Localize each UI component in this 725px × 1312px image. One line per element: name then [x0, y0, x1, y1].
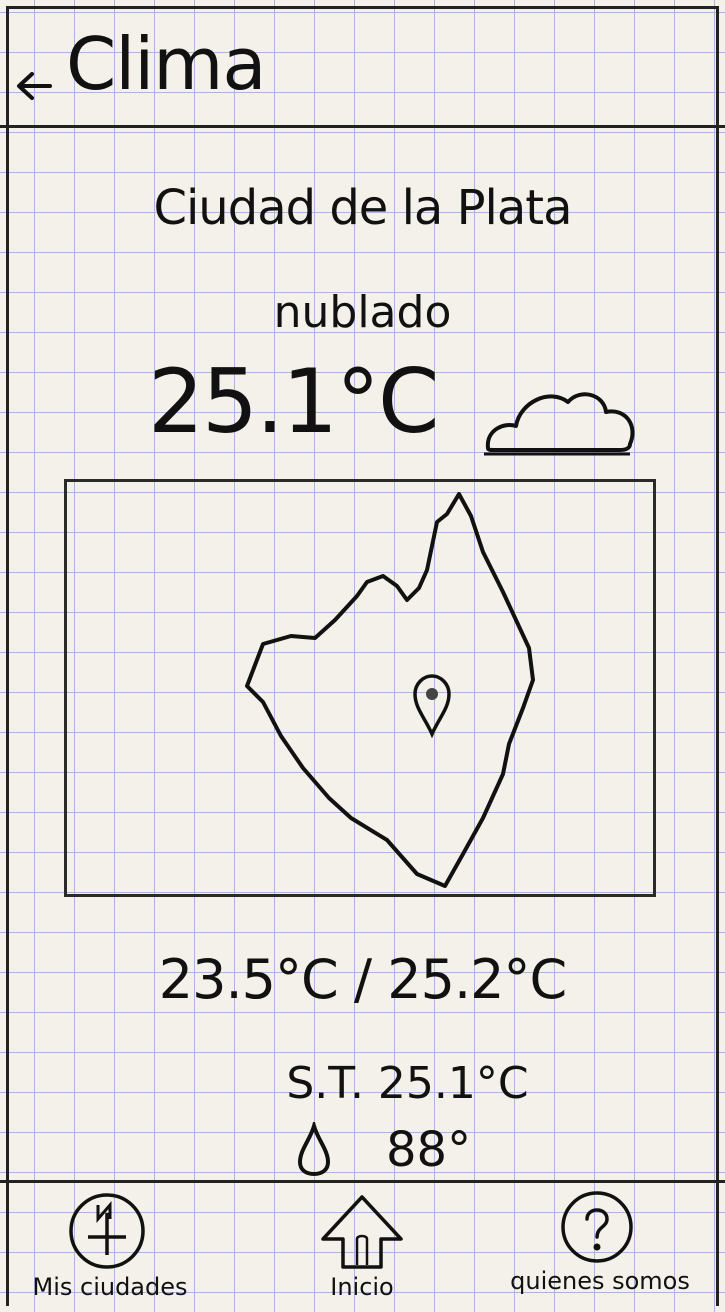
cloud-icon: [484, 392, 635, 456]
feels-like-temperature: S.T. 25.1°C: [286, 1058, 529, 1109]
humidity-value: 88°: [386, 1122, 472, 1178]
bottom-nav: Mis ciudades Inicio quienes somos: [0, 1180, 725, 1309]
water-drop-icon: [297, 1122, 331, 1176]
nav-label-quienes-somos: quienes somos: [510, 1267, 690, 1295]
location-pin-icon[interactable]: [411, 672, 453, 738]
nav-label-inicio: Inicio: [330, 1273, 394, 1301]
page-title: Clima: [66, 22, 267, 106]
city-name: Ciudad de la Plata: [153, 180, 572, 236]
nav-item-mis-ciudades[interactable]: Mis ciudades: [10, 1183, 210, 1312]
question-icon: [561, 1191, 633, 1263]
humidity-row: 88°: [290, 1118, 540, 1182]
phone-frame: [6, 6, 719, 1306]
weather-condition: nublado: [273, 287, 452, 338]
arrow-left-icon: [17, 72, 52, 100]
back-button[interactable]: [14, 64, 54, 108]
nav-item-inicio[interactable]: Inicio: [262, 1183, 462, 1312]
nav-label-mis-ciudades: Mis ciudades: [32, 1273, 188, 1301]
city-outline: [245, 492, 535, 888]
min-max-temperature: 23.5°C / 25.2°C: [158, 948, 567, 1011]
temperature-row: 25.1°C: [140, 358, 660, 468]
app-header: Clima: [0, 0, 725, 128]
nav-item-quienes-somos[interactable]: quienes somos: [500, 1183, 700, 1312]
compass-icon: [69, 1193, 145, 1269]
current-temperature: 25.1°C: [148, 350, 439, 453]
home-arrow-icon: [321, 1195, 403, 1269]
city-map[interactable]: [64, 479, 656, 897]
